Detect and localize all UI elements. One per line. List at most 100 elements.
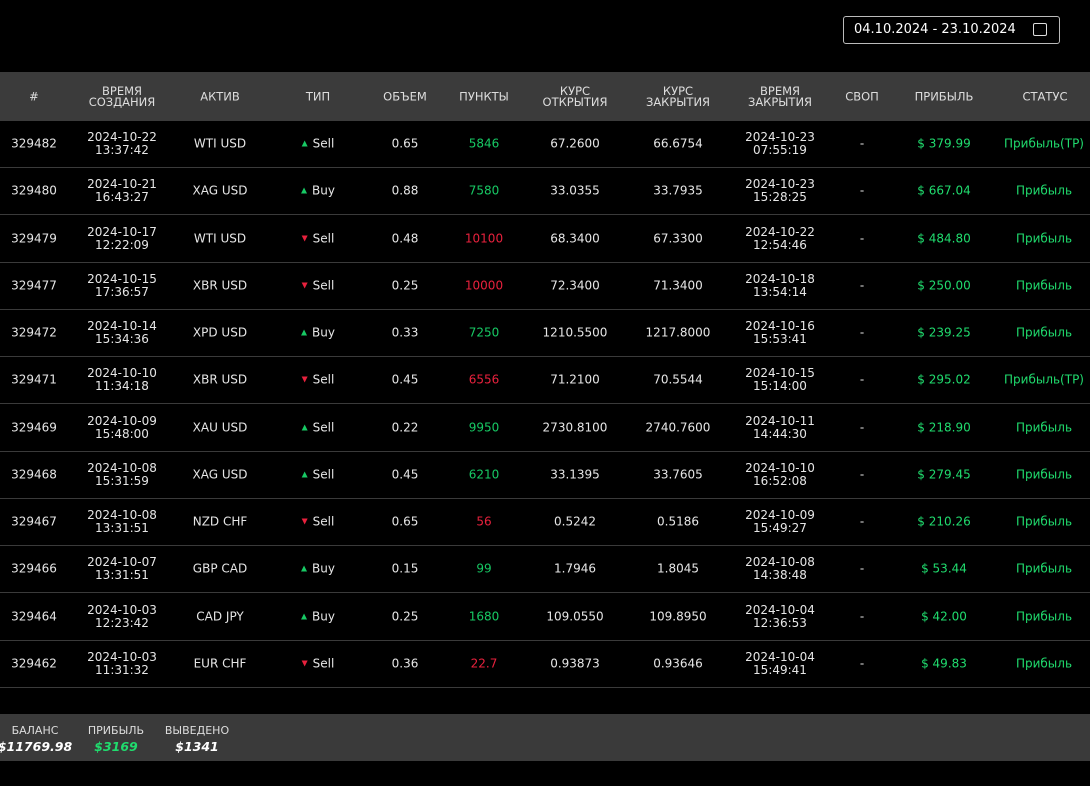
header-label: ЗАКРЫТИЯ [645,95,711,109]
close: 109.8950 [649,609,707,623]
header-label: ВРЕМЯ [101,84,143,98]
swap: - [859,514,865,529]
created: 2024-10-10 11:34:18 [87,366,157,394]
swap-cell: - [860,373,864,387]
profit-cell: $ 239.25 [917,325,971,340]
open: 1210.5500 [542,325,608,340]
volume-cell: 0.88 [391,183,419,198]
header-label: ПРИБЫЛЬ [914,89,974,104]
header-cell: ПРИБЫЛЬ [914,89,974,104]
closed: 2024-10-15 15:14:00 [745,366,815,394]
open: 67.2600 [550,136,600,151]
calendar-icon[interactable] [1033,23,1047,36]
type-cell: Sell [301,279,334,292]
date-range: 04.10.2024 - 23.10.2024 [854,22,1016,37]
points: 9950 [468,420,500,434]
swap: - [859,231,865,245]
swap: - [859,136,865,151]
close: 2740.7600 [645,420,711,434]
status-cell: Прибыль [1016,232,1072,245]
status: Прибыль [1015,183,1073,198]
type-cell: Buy [301,184,335,198]
asset-cell: NZD CHF [193,515,248,529]
close-cell: 66.6754 [653,137,703,151]
points: 7250 [468,325,500,340]
created-cell: 2024-10-17 12:22:09 [82,224,162,252]
profit: $ 218.90 [917,420,971,434]
asset-cell: XBR USD [193,373,247,387]
points-cell: 6556 [469,373,500,387]
profit: $ 239.25 [917,325,971,340]
type-cell: Buy [301,610,335,623]
swap: - [859,467,865,482]
status-cell: Прибыль [1016,657,1072,670]
header-cell: # [29,89,39,104]
swap: - [859,183,865,198]
swap: - [859,609,865,623]
volume-cell: 0.48 [392,232,419,245]
open: 71.2100 [550,372,600,387]
points-cell: 99 [476,562,491,576]
close: 67.3300 [653,231,703,245]
close-cell: 70.5544 [653,373,703,387]
profit-cell: $ 218.90 [917,421,970,434]
summary-label: ВЫВЕДЕНО [164,724,230,737]
swap: - [859,278,865,293]
closed: 2024-10-22 12:54:46 [745,224,815,252]
closed-cell: 2024-10-08 14:38:48 [740,556,820,582]
points: 1680 [468,609,500,623]
open-cell: 1.7946 [554,562,596,576]
close-cell: 67.3300 [653,232,703,245]
profit-cell: $ 42.00 [921,610,967,623]
created-cell: 2024-10-09 15:48:00 [82,414,162,441]
swap: - [859,561,865,576]
header-label: ТИП [305,89,331,104]
open: 109.0550 [546,609,604,623]
type-icon [301,518,308,525]
table-row: 329469 2024-10-09 15:48:00 XAU USD Sell 0.22… [0,405,1090,452]
created: 2024-10-17 12:22:09 [87,224,157,252]
date-range-picker[interactable]: 04.10.2024 - 23.10.2024 [843,16,1060,44]
close-cell: 109.8950 [649,610,706,623]
closed: 2024-10-23 15:28:25 [745,177,815,205]
status: Прибыль [1015,278,1073,293]
points-cell: 9950 [469,421,500,434]
profit: $ 42.00 [921,609,967,623]
volume: 0.65 [391,136,419,151]
summary-value: $3169 [94,739,138,754]
points-cell: 7250 [468,325,500,340]
points-cell: 22.7 [471,657,498,670]
table-row: 329472 2024-10-14 15:34:36 XPD USD Buy 0.33 7… [0,310,1090,357]
created: 2024-10-21 16:43:27 [87,177,157,205]
closed: 2024-10-11 14:44:30 [745,413,815,441]
open: 72.3400 [550,278,600,293]
volume: 0.25 [391,278,419,293]
profit: $ 250.00 [917,278,971,293]
type: Sell [312,514,335,529]
volume: 0.88 [391,183,419,198]
asset: CAD JPY [196,609,244,623]
closed-cell: 2024-10-22 12:54:46 [740,224,820,252]
id: 329480 [11,183,57,198]
volume: 0.22 [391,420,419,434]
closed: 2024-10-04 12:36:53 [745,602,815,630]
id: 329469 [11,420,57,434]
open: 0.93873 [550,656,600,671]
created-cell: 2024-10-15 17:36:57 [82,272,162,299]
id-cell: 329469 [11,421,57,434]
summary-label: БАЛАНС [11,724,59,737]
volume: 0.45 [391,372,419,387]
asset-cell: XBR USD [193,279,247,292]
header-label: # [29,89,39,104]
id-cell: 329462 [11,657,57,670]
asset-cell: XAU USD [193,421,248,434]
id: 329471 [11,372,57,387]
closed-cell: 2024-10-11 14:44:30 [740,413,820,441]
swap-cell: - [860,326,864,340]
asset: WTI USD [193,136,247,151]
id-cell: 329471 [11,372,57,387]
created: 2024-10-03 11:31:32 [87,649,157,677]
created: 2024-10-08 13:31:51 [87,508,157,535]
created-cell: 2024-10-10 11:34:18 [82,367,162,393]
type-icon [301,471,308,478]
